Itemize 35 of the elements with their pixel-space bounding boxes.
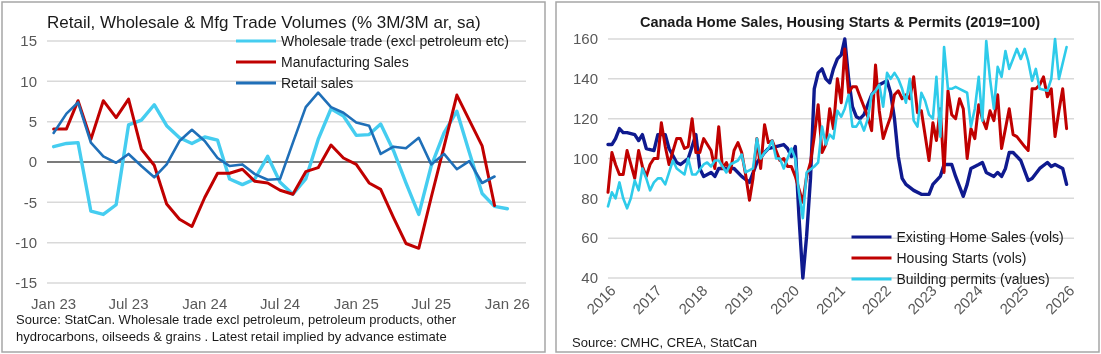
y-tick-label: 120: [572, 109, 598, 127]
legend-label: Manufacturing Sales: [281, 53, 409, 70]
y-tick-label: 15: [20, 32, 37, 50]
source-note: Source: CMHC, CREA, StatCan: [572, 335, 757, 350]
chart-title: Canada Home Sales, Housing Starts & Permits (2019=100): [639, 14, 1041, 30]
x-tick-label: Jul 23: [108, 295, 149, 312]
y-tick-label: -5: [23, 193, 37, 211]
legend-label: Retail sales: [281, 74, 354, 91]
y-tick-label: 60: [581, 229, 598, 247]
legend-label: Wholesale trade (excl petroleum etc): [281, 32, 509, 49]
x-tick-label: Jan 23: [31, 295, 77, 312]
x-tick-label: Jul 24: [260, 295, 301, 312]
x-tick-label: Jan 24: [182, 295, 228, 312]
y-tick-label: 0: [28, 153, 37, 171]
y-tick-label: -15: [15, 274, 37, 292]
y-tick-label: 140: [572, 70, 598, 88]
legend-label: Housing Starts (vols): [896, 249, 1027, 266]
legend-label: Existing Home Sales (vols): [896, 228, 1064, 245]
y-tick-label: -10: [15, 233, 37, 251]
line-series: [52, 93, 497, 250]
y-tick-label: 5: [28, 112, 37, 130]
source-note: Source: StatCan. Wholesale trade excl petroleum, petroleum products, other: [16, 312, 457, 327]
x-tick-label: Jan 26: [484, 295, 530, 312]
y-tick-label: 40: [581, 269, 598, 287]
y-tick-label: 100: [572, 149, 598, 167]
text: hydrocarbons, oilseeds & grains . Latest retail implied by advance estimate: [16, 329, 447, 344]
x-tick-label: Jul 25: [411, 295, 452, 312]
x-tick-label: Jan 25: [333, 295, 379, 312]
line-series: [52, 91, 496, 185]
legend-label: Building permits (values): [896, 270, 1050, 287]
y-tick-label: 160: [572, 30, 598, 48]
line-series: [51, 103, 510, 217]
chart-title: Retail, Wholesale & Mfg Trade Volumes (% 3M/3M ar, sa): [47, 13, 481, 32]
y-tick-label: 80: [581, 189, 598, 207]
y-tick-label: 10: [20, 72, 37, 90]
